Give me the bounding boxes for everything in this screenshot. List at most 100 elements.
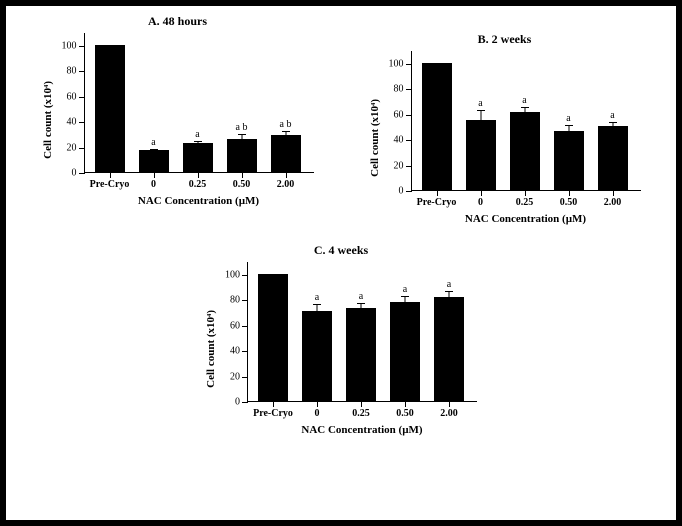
bar-annotation: a b [280,119,292,130]
error-bar [568,125,569,140]
plot-area: 020406080100Pre-Cryoa0a0.25a b0.50a b2.0… [84,33,314,173]
chart-title: C. 4 weeks [205,243,477,258]
error-cap [150,149,158,150]
bar-annotation: a [359,291,363,302]
error-bar [524,107,525,122]
error-bar [285,131,286,141]
y-tick-label: 40 [67,117,85,128]
y-tick-label: 40 [230,346,248,357]
x-tick-label: 0.25 [189,172,207,190]
error-cap [401,309,409,310]
error-bar [317,304,318,319]
plot-wrap: Cell count (x10⁴)020406080100Pre-Cryoa0a… [42,33,314,207]
y-axis-label: Cell count (x10⁴) [369,99,381,177]
y-tick-label: 40 [394,135,412,146]
y-tick-label: 100 [62,40,85,51]
x-tick-label: 0.50 [396,401,414,419]
x-tick-label: 2.00 [277,172,295,190]
x-tick-label: 0 [315,401,320,419]
bar [302,311,332,401]
y-tick-label: 20 [67,142,85,153]
x-axis-label: NAC Concentration (µM) [411,213,641,225]
bar [422,63,452,190]
plot-wrap: Cell count (x10⁴) 020406080100Pre-Cryoa0a… [205,262,477,436]
error-cap [565,140,573,141]
bar-annotation: a [315,292,319,303]
y-tick-label: 0 [235,397,248,408]
bar-annotation: a [522,95,526,106]
y-tick-label: 60 [230,320,248,331]
x-tick-label: Pre-Cryo [253,401,293,419]
error-cap [565,125,573,126]
x-tick-label: 0.25 [352,401,370,419]
y-tick-label: 100 [389,58,412,69]
error-cap [521,122,529,123]
y-axis-label: Cell count (x10⁴) [42,81,54,159]
plot-area: 020406080100Pre-Cryoa0a0.25a0.50a2.00 [411,51,641,191]
error-cap [357,303,365,304]
error-cap [357,315,365,316]
chart-title: B. 2 weeks [369,32,641,47]
error-cap [313,319,321,320]
plot-wrap: Cell count (x10⁴)020406080100Pre-Cryoa0a… [369,51,641,225]
x-tick-label: 0.50 [560,190,578,208]
x-tick-label: 0.25 [516,190,534,208]
error-cap [521,107,529,108]
y-tick-label: 20 [394,160,412,171]
bar-annotation: a [195,129,199,140]
x-axis-label: NAC Concentration (µM) [247,424,477,436]
error-cap [282,131,290,132]
error-bar [612,122,613,132]
axis-block: 020406080100Pre-Cryoa0a0.25a0.50a2.00 NAC… [223,262,477,436]
error-cap [445,291,453,292]
top-row: A. 48 hoursCell count (x10⁴)020406080100… [14,14,668,225]
error-cap [282,141,290,142]
x-tick-label: 0 [478,190,483,208]
x-tick-label: Pre-Cryo [417,190,457,208]
error-cap [313,304,321,305]
y-tick-label: 80 [67,66,85,77]
error-cap [477,110,485,111]
y-tick-label: 0 [72,168,85,179]
axis-block: 020406080100Pre-Cryoa0a0.25a0.50a2.00 NAC… [387,51,641,225]
error-cap [150,154,158,155]
bar [390,302,420,401]
error-cap [238,146,246,147]
y-tick-label: 0 [399,186,412,197]
x-tick-label: 2.00 [604,190,622,208]
chart-title: A. 48 hours [42,14,314,29]
x-axis-label: NAC Concentration (µM) [84,195,314,207]
bar [598,126,628,190]
x-tick-label: Pre-Cryo [90,172,130,190]
error-cap [609,122,617,123]
error-cap [445,304,453,305]
error-bar [241,134,242,147]
figure-frame: A. 48 hoursCell count (x10⁴)020406080100… [0,0,682,526]
error-cap [609,132,617,133]
y-tick-label: 80 [230,295,248,306]
bottom-row: C. 4 weeks Cell count (x10⁴) 020406080100P… [14,243,668,436]
error-cap [477,132,485,133]
y-axis-label: Cell count (x10⁴) [205,310,217,388]
bar [434,297,464,401]
error-bar [361,303,362,316]
x-tick-label: 0 [151,172,156,190]
bar-annotation: a [447,279,451,290]
bar-annotation: a [610,110,614,121]
bar [95,45,125,172]
y-tick-label: 60 [394,109,412,120]
error-cap [401,296,409,297]
y-tick-label: 60 [67,91,85,102]
bar-annotation: a [403,284,407,295]
y-tick-label: 20 [230,371,248,382]
bar [346,308,376,401]
x-tick-label: 2.00 [440,401,458,419]
error-bar [449,291,450,304]
bar-annotation: a [566,113,570,124]
bar [258,274,288,401]
chart-c-4-weeks: C. 4 weeks Cell count (x10⁴) 020406080100P… [205,243,477,436]
y-tick-label: 80 [394,84,412,95]
error-cap [194,146,202,147]
bar-annotation: a [151,137,155,148]
plot-area: 020406080100Pre-Cryoa0a0.25a0.50a2.00 [247,262,477,402]
